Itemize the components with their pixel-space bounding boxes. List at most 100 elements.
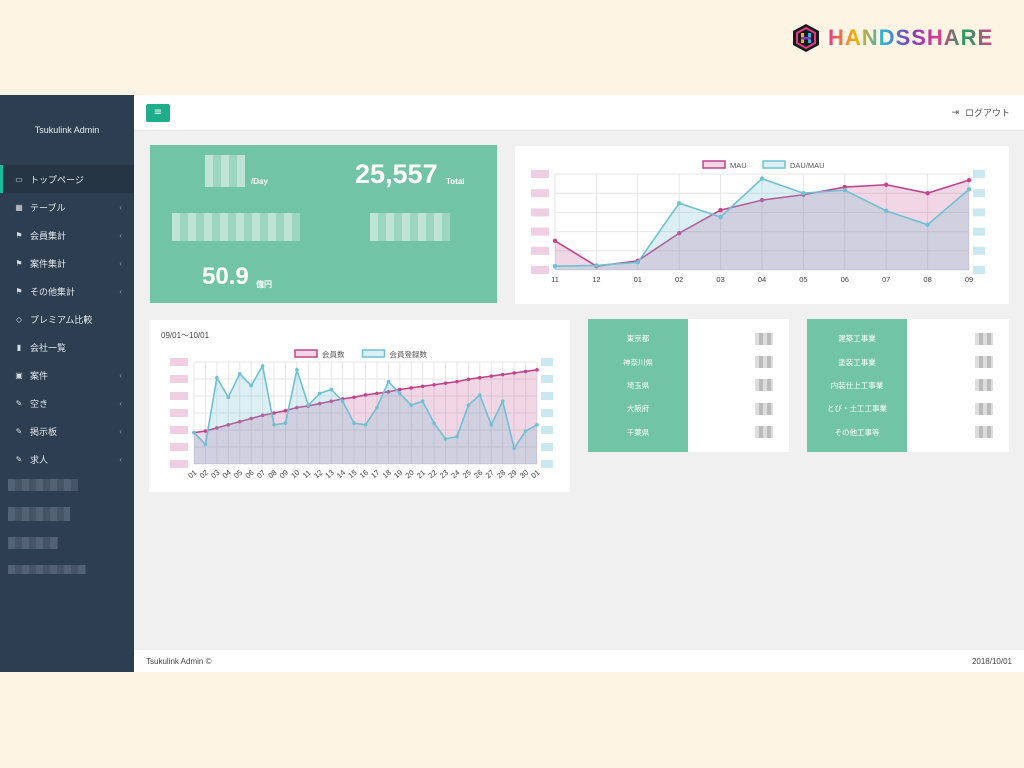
x-tick-label: 30 — [518, 468, 530, 480]
data-point — [478, 375, 482, 380]
data-point — [352, 395, 356, 400]
x-tick-label: 09 — [965, 275, 973, 284]
table-row-label: 東京都 — [626, 334, 650, 344]
prefecture-table-body: 東京都 神奈川県 埼玉県 大阪府 千葉県 — [588, 319, 789, 452]
data-point — [409, 386, 414, 390]
data-point — [352, 421, 356, 425]
series-area — [194, 365, 537, 464]
sidebar-item[interactable]: ◇ プレミアム比較 — [0, 305, 134, 333]
daily-count-unit: /Day — [251, 177, 268, 186]
data-point — [884, 182, 889, 187]
sidebar-item-label: プレミアム比較 — [30, 314, 93, 325]
total-value: 25,557 — [355, 159, 438, 189]
sidebar-item[interactable]: ✎ 掲示板 ‹ — [0, 417, 134, 445]
data-point — [249, 416, 253, 421]
blurred-axis-label — [531, 227, 549, 236]
x-tick-label: 17 — [369, 468, 381, 480]
table-row-label: 塗装工事業 — [838, 357, 876, 367]
x-tick-label: 22 — [426, 468, 438, 480]
blurred-axis-label — [541, 426, 553, 434]
sidebar-item[interactable]: ✎ 求人 ‹ — [0, 445, 134, 473]
data-point — [226, 422, 231, 427]
legend-swatch — [762, 160, 786, 169]
mau-chart-panel: MAU DAU/MAU 11 12 01 02 03 04 05 06 07 08 09 — [515, 146, 1009, 304]
data-point — [801, 191, 806, 196]
chart-legend: 会員数 会員登録数 — [294, 349, 427, 359]
blurred-value — [755, 332, 773, 345]
blurred-axis-label — [170, 460, 188, 468]
data-point — [386, 390, 391, 394]
data-point — [466, 403, 471, 407]
blurred-axis-label — [531, 266, 549, 274]
data-point — [249, 383, 253, 388]
x-tick-label: 24 — [449, 468, 461, 480]
blurred-axis-label — [531, 208, 549, 217]
blurred-menu-item[interactable] — [8, 507, 70, 521]
laptop-icon: ▭ — [15, 174, 23, 184]
x-tick-label: 06 — [841, 275, 849, 284]
table-row-label: 埼玉県 — [626, 380, 650, 390]
x-tick-label: 14 — [335, 468, 347, 480]
data-point — [635, 260, 640, 265]
sign-out-icon: ⇥ — [951, 107, 959, 117]
blurred-menu-item[interactable] — [8, 565, 86, 574]
edit-icon: ✎ — [15, 426, 23, 436]
data-point — [718, 214, 723, 220]
x-tick-label: 29 — [506, 468, 518, 480]
diamond-icon: ◇ — [15, 314, 23, 324]
x-tick-label: 18 — [381, 468, 393, 480]
x-tick-label: 07 — [255, 468, 267, 480]
blurred-value — [755, 426, 773, 439]
data-point — [455, 379, 459, 384]
sidebar-item[interactable]: ⚑ その他集計 ‹ — [0, 277, 134, 305]
stats-panel: /Day 25,557 Total 50.9 億円 — [150, 145, 497, 303]
blurred-metric-label — [172, 213, 300, 246]
x-tick-label: 13 — [324, 468, 336, 480]
table-row-label: 神奈川県 — [623, 357, 653, 367]
x-tick-label: 01 — [634, 275, 642, 284]
industry-table: 建築工事業 塗装工事業 内装仕上工事業 とび・土工工事業 その他工事等 — [807, 319, 1009, 452]
logout-link[interactable]: ⇥ ログアウト — [951, 106, 1010, 119]
data-point — [317, 401, 322, 406]
sidebar-item[interactable]: ⚑ 案件集計 ‹ — [0, 249, 134, 277]
logout-label: ログアウト — [964, 108, 1010, 118]
blurred-value — [975, 332, 993, 345]
x-tick-label: 19 — [392, 468, 404, 480]
x-tick-label: 28 — [495, 468, 507, 480]
menu-toggle-button[interactable]: ≡ — [146, 103, 170, 122]
blurred-axis-label — [973, 227, 985, 236]
amount-value: 50.9 — [202, 263, 249, 290]
members-chart-panel: 09/01〜10/01 会員数 会員登録数 01 02 03 04 05 06 07 08 09 10… — [149, 320, 570, 492]
data-point — [966, 177, 972, 183]
data-point — [759, 176, 765, 181]
x-tick-label: 21 — [415, 468, 427, 480]
blurred-axis-label — [170, 426, 188, 434]
sidebar-item[interactable]: ▭ トップページ — [0, 165, 134, 193]
data-point — [329, 387, 333, 392]
data-point — [272, 422, 276, 427]
sidebar-item[interactable]: ⚑ 会員集計 ‹ — [0, 221, 134, 249]
legend-label: MAU — [730, 161, 747, 170]
blurred-menu-item[interactable] — [8, 479, 78, 491]
sidebar-item[interactable]: ▮ 会社一覧 — [0, 333, 134, 361]
data-point — [478, 393, 482, 397]
x-tick-label: 04 — [221, 468, 233, 480]
data-point — [925, 191, 930, 196]
sidebar-item[interactable]: ▦ テーブル ‹ — [0, 193, 134, 221]
x-tick-label: 10 — [289, 468, 301, 480]
data-point — [215, 426, 219, 430]
chevron-left-icon: ‹ — [119, 286, 122, 296]
data-point — [523, 369, 528, 374]
prefecture-values — [688, 319, 789, 452]
sidebar-item[interactable]: ✎ 空き ‹ — [0, 389, 134, 417]
data-point — [237, 371, 242, 376]
blurred-axis-label — [531, 170, 549, 178]
data-point — [203, 442, 208, 447]
blurred-menu-item[interactable] — [8, 537, 58, 549]
data-point — [677, 200, 682, 206]
chevron-left-icon: ‹ — [119, 230, 122, 240]
blurred-value — [975, 356, 993, 369]
data-point — [455, 434, 459, 439]
sidebar-item-label: 案件集計 — [30, 258, 67, 269]
sidebar-item[interactable]: ▣ 案件 ‹ — [0, 361, 134, 389]
